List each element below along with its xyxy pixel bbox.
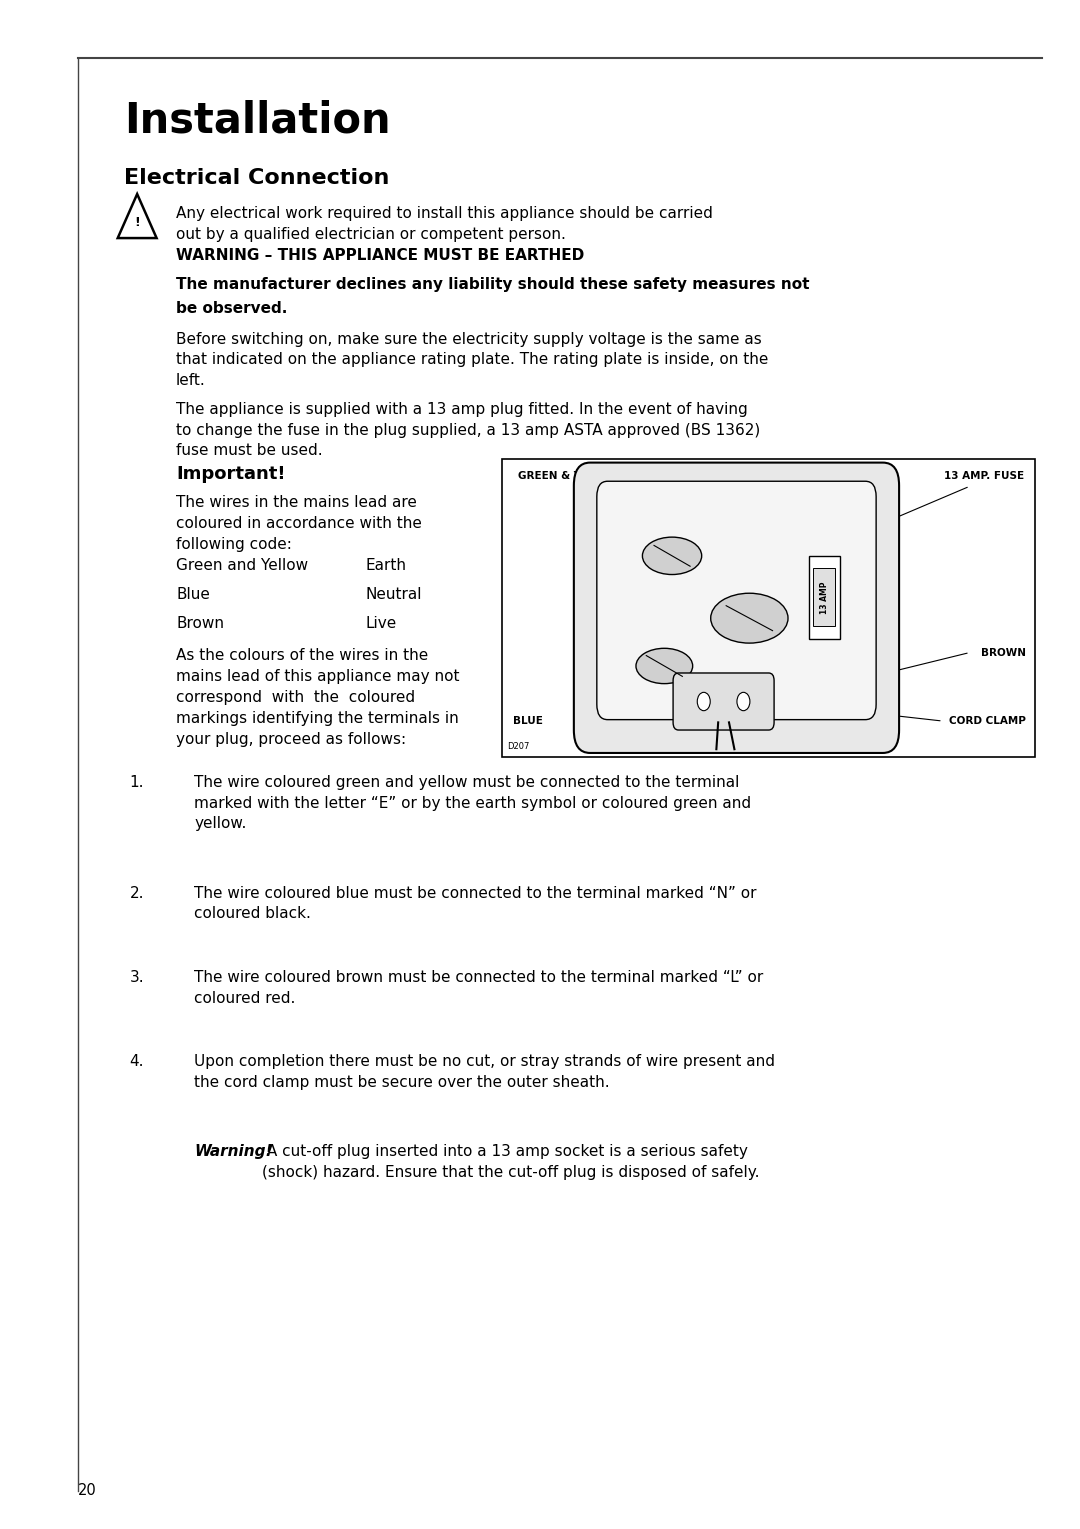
- Text: 2.: 2.: [130, 887, 144, 901]
- Text: BLUE: BLUE: [513, 716, 543, 726]
- Text: 20: 20: [78, 1483, 96, 1498]
- Text: The wire coloured blue must be connected to the terminal marked “N” or
coloured : The wire coloured blue must be connected…: [194, 887, 757, 922]
- Text: A cut-off plug inserted into a 13 amp socket is a serious safety
(shock) hazard.: A cut-off plug inserted into a 13 amp so…: [262, 1144, 760, 1180]
- FancyBboxPatch shape: [573, 463, 899, 752]
- Bar: [813, 569, 835, 627]
- FancyBboxPatch shape: [597, 482, 876, 720]
- Text: 1.: 1.: [130, 775, 144, 790]
- FancyBboxPatch shape: [673, 673, 774, 729]
- Text: The wire coloured brown must be connected to the terminal marked “L” or
coloured: The wire coloured brown must be connecte…: [194, 969, 764, 1006]
- Text: 4.: 4.: [130, 1055, 144, 1069]
- Text: CORD CLAMP: CORD CLAMP: [949, 716, 1026, 726]
- Text: WARNING – THIS APPLIANCE MUST BE EARTHED: WARNING – THIS APPLIANCE MUST BE EARTHED: [176, 248, 584, 263]
- Text: Important!: Important!: [176, 465, 285, 483]
- Text: As the colours of the wires in the
mains lead of this appliance may not
correspo: As the colours of the wires in the mains…: [176, 648, 460, 748]
- Text: Blue: Blue: [176, 587, 210, 602]
- Text: be observed.: be observed.: [176, 301, 287, 317]
- Text: !: !: [134, 217, 140, 229]
- Text: The appliance is supplied with a 13 amp plug fitted. In the event of having
to c: The appliance is supplied with a 13 amp …: [176, 402, 760, 457]
- Text: The wire coloured green and yellow must be connected to the terminal
marked with: The wire coloured green and yellow must …: [194, 775, 752, 830]
- Text: Warning!: Warning!: [194, 1144, 273, 1159]
- Text: Neutral: Neutral: [365, 587, 421, 602]
- Ellipse shape: [643, 537, 702, 575]
- Text: Electrical Connection: Electrical Connection: [124, 168, 390, 188]
- Bar: [809, 557, 839, 639]
- Text: 13 AMP: 13 AMP: [820, 581, 828, 613]
- Circle shape: [737, 693, 750, 711]
- Text: Live: Live: [365, 616, 396, 631]
- Text: BROWN: BROWN: [981, 647, 1026, 657]
- Text: Before switching on, make sure the electricity supply voltage is the same as
tha: Before switching on, make sure the elect…: [176, 332, 768, 387]
- Text: Installation: Installation: [124, 99, 391, 141]
- Text: GREEN & YELLOW: GREEN & YELLOW: [518, 471, 622, 482]
- Text: The manufacturer declines any liability should these safety measures not: The manufacturer declines any liability …: [176, 277, 810, 292]
- Ellipse shape: [636, 648, 692, 683]
- Text: 13 AMP. FUSE: 13 AMP. FUSE: [944, 471, 1024, 482]
- Text: Green and Yellow: Green and Yellow: [176, 558, 308, 573]
- Bar: [502, 459, 1035, 757]
- Ellipse shape: [711, 593, 788, 644]
- Text: Brown: Brown: [176, 616, 224, 631]
- Text: Upon completion there must be no cut, or stray strands of wire present and
the c: Upon completion there must be no cut, or…: [194, 1055, 775, 1090]
- Text: Any electrical work required to install this appliance should be carried
out by : Any electrical work required to install …: [176, 206, 713, 242]
- Text: Earth: Earth: [365, 558, 406, 573]
- Circle shape: [698, 693, 711, 711]
- Text: 3.: 3.: [130, 969, 145, 985]
- Text: D207: D207: [508, 742, 530, 751]
- Text: The wires in the mains lead are
coloured in accordance with the
following code:: The wires in the mains lead are coloured…: [176, 495, 422, 552]
